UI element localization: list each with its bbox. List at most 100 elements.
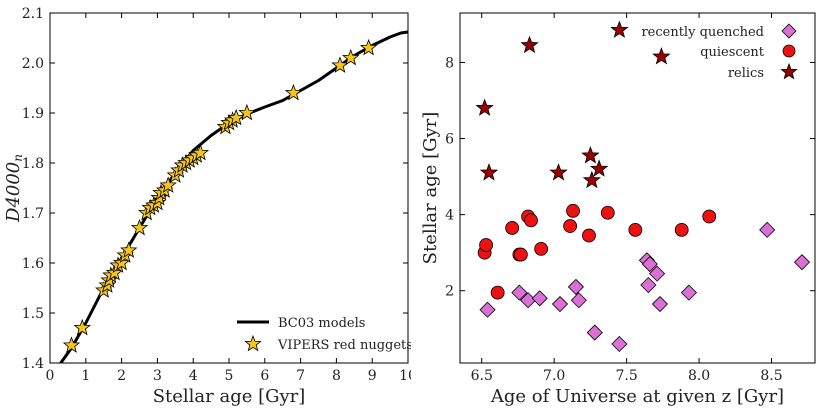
red-nugget-point [227,108,245,126]
y-tick-label: 2 [445,284,454,300]
red-nugget-point [342,48,360,66]
x-tick-label: 9 [368,368,377,384]
quiescent-point [566,203,580,218]
right-y-axis-label: Stellar age [Gyr] [420,112,441,265]
relic-point [610,20,629,38]
relic-point [475,98,494,116]
legend-quiescent-circle-swatch [782,44,796,58]
recently-quenched-point [511,284,528,301]
y-tick-label: 1.4 [22,356,44,372]
left-plot-area [58,30,408,363]
quiescent-point [490,285,505,300]
right-chart: 6.5 7.0 7.5 8.0 8.5 2 4 6 8 Age of Universe at g… [420,12,816,407]
quiescent-point [505,221,520,235]
x-tick-label: 0 [46,368,55,384]
quiescent-point [582,228,596,243]
relic-point [581,146,600,164]
relic-point [652,47,671,65]
red-nugget-point [62,336,81,353]
relic-point [582,170,602,189]
red-nugget-point [359,38,378,56]
y-tick-label: 1.8 [22,156,44,172]
legend-bc03-label: BC03 models [278,316,365,331]
recently-quenched-point [531,290,548,307]
relic-point [589,159,609,177]
x-tick-label: 7.5 [615,368,637,384]
x-tick-label: 6.5 [471,368,493,384]
quiescent-point [600,205,615,220]
red-nugget-point [120,241,138,258]
legend-red-nuggets-star-swatch [244,334,262,352]
recently-quenched-point [680,284,698,301]
red-nugget-point [159,176,177,193]
recently-quenched-point [648,265,666,282]
y-tick-label: 4 [445,208,454,224]
y-tick-label: 6 [445,132,454,148]
left-chart: 0 1 2 3 4 5 6 7 8 9 10 1.4 1.5 1.6 1.7 1.8 1.9 2.0 2.1 Ste… [3,6,411,407]
right-x-axis-label: Age of Universe at given z [Gyr] [490,386,784,407]
plot-frame [49,12,409,364]
y-tick-label: 1.9 [22,106,44,122]
red-nugget-point [238,103,256,121]
y-tick-label: 8 [445,55,454,71]
left-y-axis-label: D4000n [3,154,25,223]
y-tick-label: 1.6 [22,256,44,272]
x-tick-label: 4 [189,368,198,384]
relic-point [479,163,499,181]
left-y-axis-label-subscript: n [11,154,25,162]
x-tick-label: 3 [153,368,162,384]
recently-quenched-point [586,324,603,341]
x-tick-label: 10 [399,368,411,384]
quiescent-point [534,241,549,256]
red-nugget-point [331,56,349,73]
x-tick-label: 8.5 [760,368,782,384]
recently-quenched-point [793,254,811,271]
y-tick-label: 2.0 [22,56,44,72]
y-tick-label: 2.1 [22,6,44,22]
legend-red-nuggets-label: VIPERS red nuggets [277,338,411,353]
recently-quenched-point [551,295,569,313]
x-tick-label: 8.0 [688,368,710,384]
x-tick-label: 7.0 [543,368,565,384]
recently-quenched-point [479,301,496,318]
legend-quiescent-label: quiescent [700,45,765,60]
quiescent-point [628,222,643,237]
left-y-axis-label-main: D4000 [3,162,24,223]
quiescent-point [563,219,578,233]
left-legend: BC03 models VIPERS red nuggets [237,316,411,353]
x-tick-label: 1 [81,368,90,384]
recently-quenched-point [651,295,669,313]
recently-quenched-point [759,221,776,238]
x-tick-label: 6 [260,368,269,384]
legend-recently-quenched-diamond-swatch [781,23,797,39]
x-tick-label: 5 [225,368,234,384]
recently-quenched-point [567,278,584,295]
red-nugget-point [73,318,91,336]
x-tick-label: 7 [296,368,305,384]
y-tick-label: 1.7 [22,206,44,222]
recently-quenched-point [570,292,587,309]
quiescent-point [479,238,493,252]
relic-point [549,163,568,181]
recently-quenched-point [641,256,658,273]
x-tick-label: 2 [117,368,126,384]
recently-quenched-point [640,276,657,294]
right-legend: recently quenched quiescent relics [641,23,798,81]
right-plot-area [475,20,811,353]
quiescent-point [702,209,717,224]
plot-frame [459,12,816,364]
quiescent-point [513,247,528,262]
red-nugget-point [284,83,303,101]
y-tick-label: 1.5 [22,306,44,322]
quiescent-point [524,213,538,228]
legend-relics-label: relics [728,66,764,81]
left-axes: 0 1 2 3 4 5 6 7 8 9 10 1.4 1.5 1.6 1.7 1.8 1.9 2.0 2.1 [22,6,411,384]
relic-point [520,35,539,54]
right-axes: 6.5 7.0 7.5 8.0 8.5 2 4 6 8 [445,12,816,384]
legend-recently-quenched-label: recently quenched [641,25,764,40]
legend-relics-star-swatch [780,62,798,80]
x-tick-label: 8 [332,368,341,384]
left-x-axis-label: Stellar age [Gyr] [153,386,306,407]
recently-quenched-point [611,335,628,353]
red-nugget-point [130,218,149,236]
